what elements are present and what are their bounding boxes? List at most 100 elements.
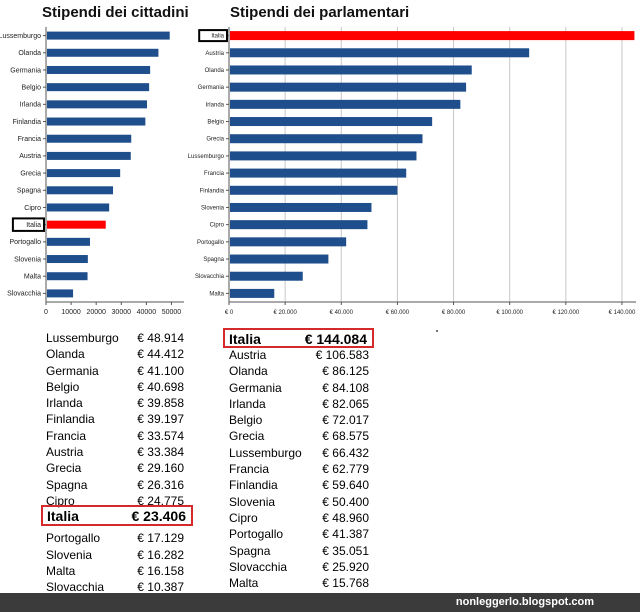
salary-value: € 48.914	[137, 331, 184, 345]
x-tick-label: € 120.000	[552, 310, 579, 316]
stray-dot	[436, 330, 438, 332]
salary-value: € 24.775	[137, 493, 184, 508]
bar	[47, 117, 146, 126]
highlight-value: € 144.084	[304, 331, 367, 347]
salary-value: € 41.387	[322, 527, 369, 542]
salary-value: € 72.017	[322, 413, 369, 428]
bar	[47, 289, 74, 298]
citizens-salary-table: Lussemburgo € 48.914 Olanda € 44.412 Germani…	[46, 330, 184, 595]
category-label: Grecia	[206, 137, 224, 143]
bar	[47, 48, 159, 57]
table-row: Belgio € 72.017	[229, 412, 369, 428]
country-name: Slovacchia	[229, 559, 288, 574]
table-row: Spagna € 35.051	[229, 543, 369, 559]
bar	[47, 83, 150, 92]
salary-value: € 68.575	[322, 429, 369, 444]
country-name: Irlanda	[229, 396, 266, 411]
category-label: Francia	[18, 136, 41, 143]
bar	[230, 151, 417, 161]
highlight-country: Italia	[47, 508, 79, 524]
citizens-salary-chart: 0 10000 20000 30000 40000 50000 Lussemburgo Ola…	[0, 27, 184, 316]
highlight-label-box	[198, 29, 228, 43]
country-name: Austria	[46, 445, 84, 460]
salary-value: € 10.387	[137, 580, 184, 595]
category-label: Lussemburgo	[188, 154, 225, 160]
x-tick-label: 20000	[86, 309, 106, 316]
country-name: Spagna	[46, 477, 88, 492]
bar	[47, 255, 88, 264]
salary-value: € 39.858	[137, 396, 184, 411]
country-name: Grecia	[46, 461, 82, 476]
category-label: Finlandia	[13, 119, 42, 126]
country-name: Olanda	[229, 364, 268, 379]
salary-value: € 29.160	[137, 461, 184, 476]
bar	[47, 134, 132, 143]
category-label: Portogallo	[9, 239, 41, 246]
salary-value: € 106.583	[315, 348, 369, 362]
salary-value: € 82.065	[322, 396, 369, 411]
salary-value: € 66.432	[322, 445, 369, 460]
salary-value: € 40.698	[137, 379, 184, 394]
bar	[230, 31, 635, 41]
country-name: Germania	[229, 380, 282, 395]
x-tick-label: € 20.000	[273, 310, 297, 316]
category-label: Spagna	[17, 188, 41, 195]
bar	[230, 220, 368, 230]
bar	[230, 48, 530, 58]
country-name: Lussemburgo	[46, 331, 119, 345]
table-row: Slovenia € 16.282	[46, 547, 184, 563]
country-name: Malta	[229, 576, 259, 591]
blog-url[interactable]: nonleggerlo.blogspot.com	[455, 596, 594, 608]
bar	[230, 288, 275, 298]
category-label: Slovenia	[201, 205, 225, 211]
table-row: Grecia € 29.160	[46, 460, 184, 476]
italia-parliament-highlight: Italia € 144.084	[223, 328, 374, 348]
x-tick-label: 30000	[112, 309, 132, 316]
parliament-chart-title: Stipendi dei parlamentari	[230, 4, 410, 21]
table-row: Francia € 33.574	[46, 428, 184, 444]
bar	[47, 169, 121, 178]
table-row: Cipro € 48.960	[229, 510, 369, 526]
category-label: Austria	[205, 51, 224, 57]
table-row: Irlanda € 39.858	[46, 395, 184, 411]
bar	[47, 272, 88, 281]
table-row: Germania € 84.108	[229, 380, 369, 396]
bar	[230, 65, 472, 75]
table-row: Germania € 41.100	[46, 363, 184, 379]
table-row: Irlanda € 82.065	[229, 396, 369, 412]
parliament-salary-chart: € 0 € 20.000 € 40.000 € 60.000 € 80.000 € 100…	[188, 27, 636, 316]
category-label: Grecia	[20, 170, 41, 177]
x-tick-label: € 80.000	[442, 310, 466, 316]
country-name: Cipro	[229, 510, 258, 525]
category-label: Germania	[198, 85, 225, 91]
country-name: Grecia	[229, 429, 265, 444]
highlight-value: € 23.406	[131, 508, 187, 524]
table-row: Malta € 15.768	[229, 575, 369, 591]
salary-value: € 33.384	[137, 445, 184, 460]
footer-bar: nonleggerlo.blogspot.com	[0, 593, 640, 612]
salary-value: € 59.640	[322, 478, 369, 493]
category-label: Slovacchia	[195, 274, 225, 280]
bar	[230, 185, 398, 195]
bar	[47, 65, 151, 74]
category-label: Malta	[24, 274, 41, 281]
x-tick-label: 50000	[162, 309, 182, 316]
country-name: Slovenia	[46, 547, 93, 562]
country-name: Germania	[46, 363, 99, 378]
bar	[47, 31, 170, 40]
table-row: Lussemburgo € 48.914	[46, 330, 184, 346]
salary-value: € 84.108	[322, 380, 369, 395]
category-label: Irlanda	[20, 102, 42, 109]
table-row: Portogallo € 17.129	[46, 530, 184, 546]
salary-value: € 35.051	[322, 543, 369, 558]
table-row: Finlandia € 39.197	[46, 411, 184, 427]
table-row: Lussemburgo € 66.432	[229, 445, 369, 461]
highlight-label-box	[11, 217, 45, 232]
table-row: Olanda € 86.125	[229, 363, 369, 379]
country-name: Cipro	[46, 493, 75, 508]
salary-value: € 62.779	[322, 462, 369, 477]
country-name: Austria	[229, 348, 267, 362]
category-label: Slovenia	[14, 256, 41, 263]
table-row: Olanda € 44.412	[46, 346, 184, 362]
category-label: Slovacchia	[7, 291, 41, 298]
